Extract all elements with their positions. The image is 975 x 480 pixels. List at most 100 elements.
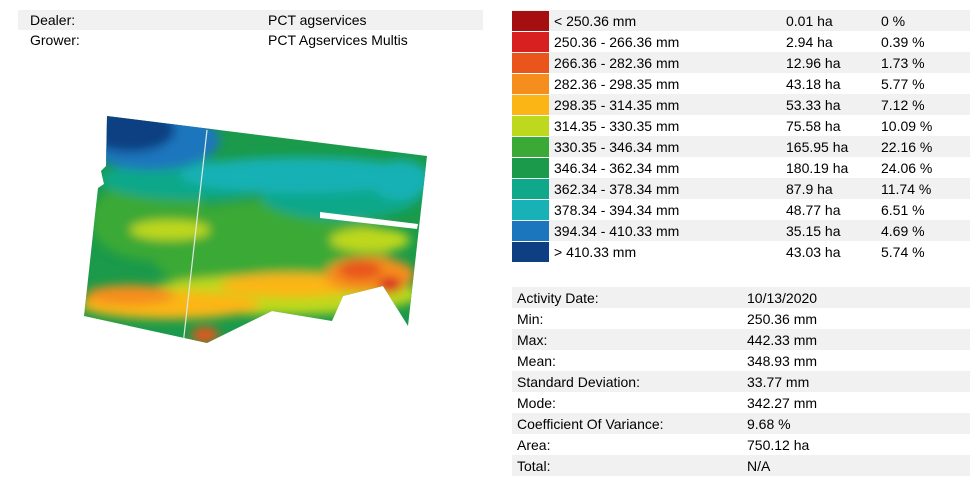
report-header: Dealer: PCT agservices Grower: PCT Agser… <box>18 10 483 50</box>
legend-percent: 7.12 % <box>881 96 925 113</box>
legend-range: > 410.33 mm <box>554 243 637 260</box>
legend-swatch <box>512 199 549 220</box>
stats-value: 342.27 mm <box>747 394 818 411</box>
stats-value: N/A <box>747 457 771 474</box>
legend-percent: 22.16 % <box>881 138 933 155</box>
grower-value: PCT Agservices Multis <box>268 32 408 48</box>
legend-range: 314.35 - 330.35 mm <box>554 117 680 134</box>
legend-range: 394.34 - 410.33 mm <box>554 222 680 239</box>
stats-row: Standard Deviation: 33.77 mm <box>512 371 970 392</box>
stats-value: 9.68 % <box>747 415 791 432</box>
legend-range: 250.36 - 266.36 mm <box>554 33 680 50</box>
legend-range: 378.34 - 394.34 mm <box>554 201 680 218</box>
legend-percent: 0 % <box>881 12 906 29</box>
stats-table: Activity Date: 10/13/2020 Min: 250.36 mm Max… <box>512 287 970 476</box>
legend-swatch <box>512 10 549 31</box>
dealer-label: Dealer: <box>30 12 76 28</box>
legend-range: 346.34 - 362.34 mm <box>554 159 680 176</box>
legend-area: 180.19 ha <box>786 159 849 176</box>
field-yield-surface <box>84 116 427 343</box>
stats-row: Mean: 348.93 mm <box>512 350 970 371</box>
legend-swatch <box>512 31 549 52</box>
legend-percent: 0.39 % <box>881 33 925 50</box>
legend-row: 282.36 - 298.35 mm 43.18 ha 5.77 % <box>512 73 970 94</box>
legend-area: 48.77 ha <box>786 201 841 218</box>
legend-swatch <box>512 73 549 94</box>
legend-range: 298.35 - 314.35 mm <box>554 96 680 113</box>
legend-row: < 250.36 mm 0.01 ha 0 % <box>512 10 970 31</box>
legend-area: 87.9 ha <box>786 180 833 197</box>
legend-range: < 250.36 mm <box>554 12 637 29</box>
legend-percent: 5.77 % <box>881 75 925 92</box>
legend-row: 362.34 - 378.34 mm 87.9 ha 11.74 % <box>512 178 970 199</box>
legend-range: 362.34 - 378.34 mm <box>554 180 680 197</box>
stats-label: Mean: <box>517 352 556 369</box>
stats-value: 250.36 mm <box>747 310 818 327</box>
legend-swatch <box>512 178 549 199</box>
legend-row: 250.36 - 266.36 mm 2.94 ha 0.39 % <box>512 31 970 52</box>
field-gap-strip <box>320 212 418 229</box>
stats-row: Activity Date: 10/13/2020 <box>512 287 970 308</box>
legend-swatch <box>512 94 549 115</box>
stats-row: Max: 442.33 mm <box>512 329 970 350</box>
dealer-value: PCT agservices <box>268 12 367 28</box>
stats-label: Total: <box>517 457 551 474</box>
legend-percent: 6.51 % <box>881 201 925 218</box>
stats-row: Area: 750.12 ha <box>512 434 970 455</box>
legend-row: 346.34 - 362.34 mm 180.19 ha 24.06 % <box>512 157 970 178</box>
stats-value: 750.12 ha <box>747 436 810 453</box>
legend-area: 165.95 ha <box>786 138 849 155</box>
legend-row: 330.35 - 346.34 mm 165.95 ha 22.16 % <box>512 136 970 157</box>
stats-row: Total: N/A <box>512 455 970 476</box>
stats-label: Min: <box>517 310 544 327</box>
stats-value: 33.77 mm <box>747 373 810 390</box>
legend-area: 2.94 ha <box>786 33 833 50</box>
legend-percent: 24.06 % <box>881 159 933 176</box>
grower-row: Grower: PCT Agservices Multis <box>18 30 483 50</box>
legend-row: 314.35 - 330.35 mm 75.58 ha 10.09 % <box>512 115 970 136</box>
legend-row: 266.36 - 282.36 mm 12.96 ha 1.73 % <box>512 52 970 73</box>
stats-row: Mode: 342.27 mm <box>512 392 970 413</box>
legend-range: 282.36 - 298.35 mm <box>554 75 680 92</box>
legend-table: < 250.36 mm 0.01 ha 0 % 250.36 - 266.36 mm 2… <box>512 10 970 262</box>
stats-value: 348.93 mm <box>747 352 818 369</box>
stats-label: Activity Date: <box>517 289 599 306</box>
legend-area: 43.18 ha <box>786 75 841 92</box>
stats-row: Coefficient Of Variance: 9.68 % <box>512 413 970 434</box>
field-map <box>84 116 427 343</box>
legend-area: 35.15 ha <box>786 222 841 239</box>
legend-range: 266.36 - 282.36 mm <box>554 54 680 71</box>
legend-range: 330.35 - 346.34 mm <box>554 138 680 155</box>
legend-area: 75.58 ha <box>786 117 841 134</box>
legend-area: 43.03 ha <box>786 243 841 260</box>
stats-label: Max: <box>517 331 548 348</box>
legend-row: 298.35 - 314.35 mm 53.33 ha 7.12 % <box>512 94 970 115</box>
legend-swatch <box>512 136 549 157</box>
stats-row: Min: 250.36 mm <box>512 308 970 329</box>
legend-percent: 5.74 % <box>881 243 925 260</box>
legend-swatch <box>512 241 549 262</box>
legend-percent: 4.69 % <box>881 222 925 239</box>
stats-label: Area: <box>517 436 551 453</box>
legend-swatch <box>512 115 549 136</box>
legend-area: 12.96 ha <box>786 54 841 71</box>
stats-value: 10/13/2020 <box>747 289 818 306</box>
legend-row: > 410.33 mm 43.03 ha 5.74 % <box>512 241 970 262</box>
legend-percent: 10.09 % <box>881 117 933 134</box>
stats-label: Mode: <box>517 394 556 411</box>
legend-percent: 11.74 % <box>881 180 932 197</box>
legend-row: 394.34 - 410.33 mm 35.15 ha 4.69 % <box>512 220 970 241</box>
legend-area: 53.33 ha <box>786 96 841 113</box>
field-divider-line <box>182 129 208 343</box>
legend-percent: 1.73 % <box>881 54 925 71</box>
legend-swatch <box>512 52 549 73</box>
legend-swatch <box>512 157 549 178</box>
dealer-row: Dealer: PCT agservices <box>18 10 483 30</box>
legend-row: 378.34 - 394.34 mm 48.77 ha 6.51 % <box>512 199 970 220</box>
grower-label: Grower: <box>30 32 80 48</box>
legend-swatch <box>512 220 549 241</box>
stats-label: Coefficient Of Variance: <box>517 415 664 432</box>
stats-value: 442.33 mm <box>747 331 818 348</box>
stats-label: Standard Deviation: <box>517 373 640 390</box>
legend-area: 0.01 ha <box>786 12 833 29</box>
